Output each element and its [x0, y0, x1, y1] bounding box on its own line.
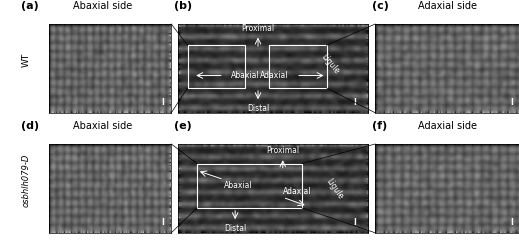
Text: I: I: [161, 218, 164, 228]
Text: Proximal: Proximal: [241, 24, 275, 33]
Text: Adaxial: Adaxial: [260, 71, 289, 80]
Text: Abaxial: Abaxial: [231, 71, 260, 80]
Text: (c): (c): [372, 1, 389, 11]
Text: Distal: Distal: [247, 104, 269, 113]
Text: (e): (e): [174, 121, 192, 131]
Text: Distal: Distal: [224, 224, 247, 233]
Bar: [187, 45, 244, 88]
Text: (b): (b): [174, 1, 193, 11]
Text: Ligule: Ligule: [324, 176, 345, 200]
Text: (a): (a): [21, 1, 39, 11]
Text: (f): (f): [372, 121, 387, 131]
Text: (d): (d): [21, 121, 39, 131]
Bar: [269, 45, 326, 88]
Text: Abaxial side: Abaxial side: [73, 121, 132, 131]
Bar: [197, 163, 302, 208]
Text: I: I: [161, 98, 164, 108]
Text: WT: WT: [21, 53, 31, 67]
Text: Abaxial: Abaxial: [224, 181, 252, 190]
Text: Adaxial: Adaxial: [283, 186, 311, 196]
Text: Proximal: Proximal: [266, 146, 299, 155]
Text: Adaxial side: Adaxial side: [418, 121, 477, 131]
Text: I: I: [354, 218, 357, 228]
Text: Ligule: Ligule: [320, 52, 342, 76]
Text: I: I: [510, 98, 513, 108]
Text: I: I: [510, 218, 513, 228]
Text: osbhlh079-D: osbhlh079-D: [21, 153, 31, 207]
Text: I: I: [354, 98, 357, 108]
Text: Adaxial side: Adaxial side: [418, 1, 477, 11]
Text: Abaxial side: Abaxial side: [73, 1, 132, 11]
